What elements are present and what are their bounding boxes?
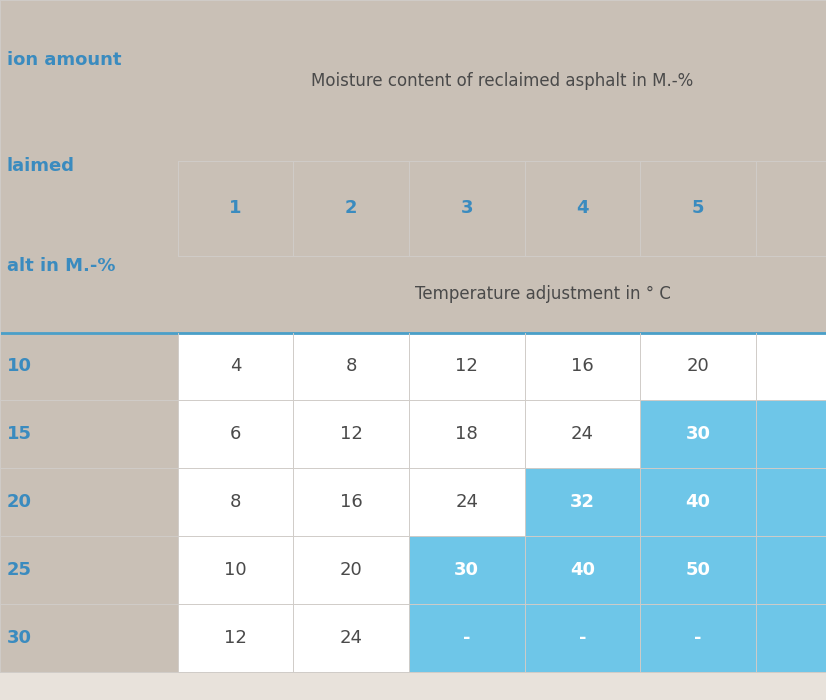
Bar [525,468,640,536]
Text: 12: 12 [339,426,363,443]
Bar [756,332,826,400]
Bar [178,332,293,400]
Bar [756,536,826,604]
Text: Temperature adjustment in ° C: Temperature adjustment in ° C [415,285,671,303]
Bar [409,536,525,604]
Text: 30: 30 [7,629,31,647]
Text: 4: 4 [230,358,241,375]
Text: 20: 20 [7,494,31,511]
Text: 20: 20 [339,561,363,579]
Text: 50: 50 [686,561,710,579]
Text: 40: 40 [686,494,710,511]
Text: 8: 8 [230,494,241,511]
Text: 24: 24 [455,494,478,511]
Text: 24: 24 [339,629,363,647]
Text: 32: 32 [570,494,595,511]
Text: 3: 3 [460,199,473,217]
Text: 20: 20 [686,358,710,375]
Bar [0,400,178,468]
Bar [640,604,756,672]
Text: 5: 5 [691,199,705,217]
Bar [0,468,178,536]
Bar [293,400,409,468]
Text: 16: 16 [571,358,594,375]
Text: ion amount: ion amount [7,51,121,69]
Bar [178,256,826,332]
Text: 24: 24 [571,426,594,443]
Text: 2: 2 [344,199,358,217]
Text: 10: 10 [7,358,31,375]
Text: 16: 16 [339,494,363,511]
Text: alt in M.-%: alt in M.-% [7,257,115,275]
Bar [409,468,525,536]
Bar [178,604,293,672]
Bar [640,400,756,468]
Bar [293,536,409,604]
Text: 8: 8 [345,358,357,375]
Bar [178,536,293,604]
Bar [756,400,826,468]
Bar [178,161,826,256]
Bar [409,604,525,672]
Bar [293,468,409,536]
Bar [756,604,826,672]
Text: -: - [578,629,586,647]
Bar [178,0,826,161]
Bar [0,0,178,332]
Text: 30: 30 [454,561,479,579]
Text: 4: 4 [576,199,589,217]
Text: 30: 30 [686,426,710,443]
Bar [640,332,756,400]
Bar [0,604,178,672]
Text: Moisture content of reclaimed asphalt in M.-%: Moisture content of reclaimed asphalt in… [311,71,693,90]
Bar [178,400,293,468]
Text: 12: 12 [455,358,478,375]
Bar [756,468,826,536]
Bar [293,604,409,672]
Bar [525,536,640,604]
Bar [293,332,409,400]
Text: 12: 12 [224,629,247,647]
Text: 25: 25 [7,561,31,579]
Bar [640,536,756,604]
Bar [409,332,525,400]
Bar [409,400,525,468]
Text: 18: 18 [455,426,478,443]
Bar [0,332,178,400]
Text: 1: 1 [229,199,242,217]
Text: 15: 15 [7,426,31,443]
Text: 40: 40 [570,561,595,579]
Text: -: - [463,629,471,647]
Text: 10: 10 [224,561,247,579]
Bar [525,400,640,468]
Bar [178,468,293,536]
Bar [0,536,178,604]
Text: 6: 6 [230,426,241,443]
Text: laimed: laimed [7,158,74,175]
Text: -: - [694,629,702,647]
Bar [640,468,756,536]
Bar [525,604,640,672]
Bar [525,332,640,400]
